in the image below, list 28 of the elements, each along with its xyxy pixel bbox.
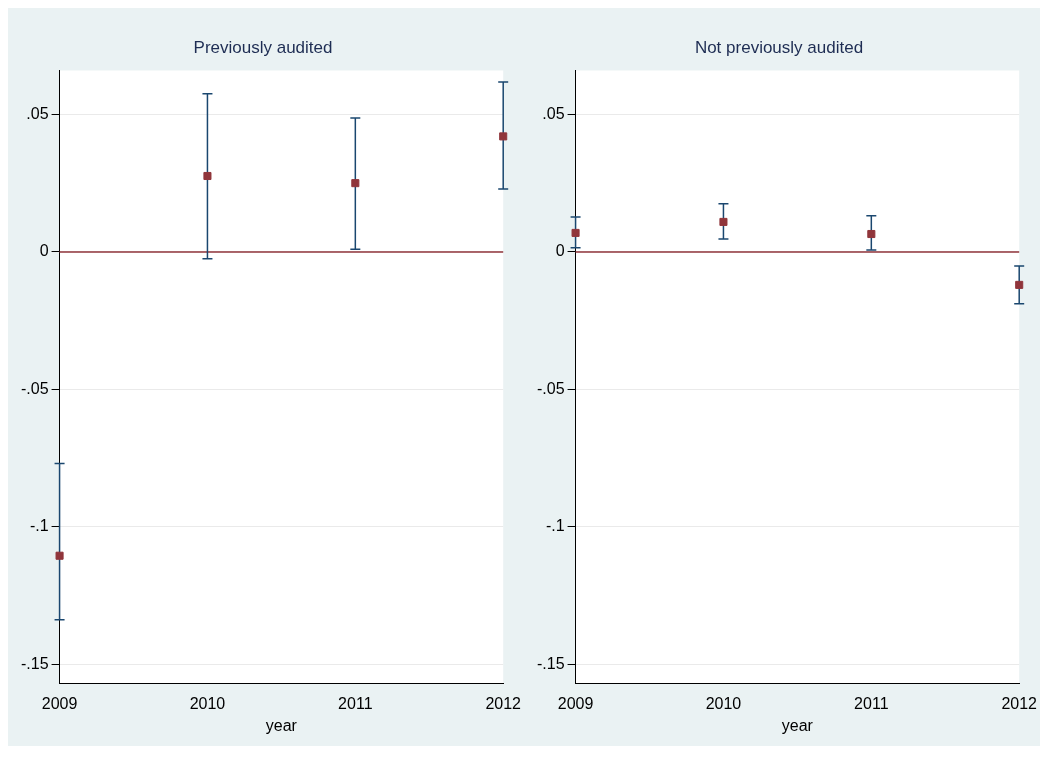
x-tick-label: 2011 bbox=[854, 694, 889, 712]
x-tick-label: 2012 bbox=[485, 694, 522, 712]
point bbox=[203, 171, 212, 181]
x-tick-label: 2010 bbox=[705, 694, 742, 712]
x-tick-label: 2009 bbox=[557, 694, 594, 712]
x-tick-label: 2012 bbox=[1001, 694, 1038, 712]
x-tick-label: 2011 bbox=[338, 694, 373, 712]
y-tick-label: 0 bbox=[555, 242, 565, 260]
y-tick-label: -.05 bbox=[20, 379, 49, 397]
y-tick-label: 0 bbox=[39, 242, 49, 260]
chart-title: Previously audited bbox=[193, 37, 333, 57]
x-tick-label: 2009 bbox=[41, 694, 78, 712]
point bbox=[499, 132, 508, 141]
x-axis-title: year bbox=[781, 716, 814, 734]
point bbox=[867, 229, 876, 239]
y-tick-label: -.1 bbox=[29, 517, 49, 535]
y-tick-label: -.1 bbox=[545, 517, 565, 535]
y-tick-label: -.05 bbox=[536, 379, 565, 397]
y-tick-label: -.15 bbox=[536, 654, 565, 672]
x-axis-title: year bbox=[265, 716, 298, 734]
point bbox=[719, 217, 728, 226]
point bbox=[351, 179, 360, 188]
y-tick-label: -.15 bbox=[20, 654, 49, 672]
chart-title: Not previously audited bbox=[694, 37, 864, 57]
x-tick-label: 2010 bbox=[189, 694, 226, 712]
y-tick-label: .05 bbox=[542, 104, 565, 122]
point bbox=[1015, 280, 1024, 289]
y-tick-label: .05 bbox=[26, 104, 49, 122]
